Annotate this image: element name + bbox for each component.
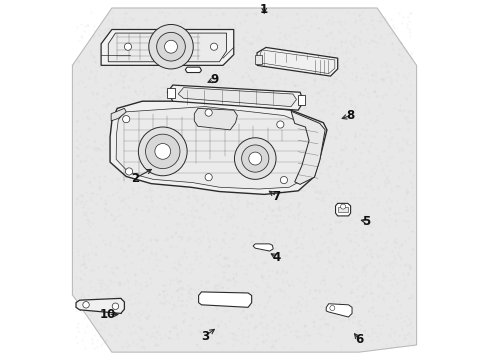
Circle shape — [112, 303, 119, 310]
Circle shape — [204, 109, 212, 116]
Polygon shape — [178, 87, 296, 107]
Circle shape — [241, 145, 268, 172]
Circle shape — [82, 302, 89, 308]
Circle shape — [125, 168, 132, 175]
Circle shape — [204, 174, 212, 181]
Circle shape — [276, 121, 284, 128]
Circle shape — [148, 24, 193, 69]
Polygon shape — [72, 8, 416, 352]
Text: 1: 1 — [260, 3, 268, 15]
Text: 5: 5 — [362, 215, 370, 228]
Polygon shape — [194, 108, 237, 130]
Circle shape — [329, 306, 334, 311]
Text: 9: 9 — [209, 73, 218, 86]
Text: 10: 10 — [100, 308, 116, 321]
Polygon shape — [198, 292, 251, 307]
Circle shape — [145, 134, 180, 168]
Polygon shape — [108, 33, 226, 62]
Circle shape — [248, 152, 261, 165]
Polygon shape — [185, 67, 201, 72]
Bar — [337, 207, 348, 212]
Polygon shape — [111, 108, 126, 121]
Circle shape — [164, 40, 177, 53]
Circle shape — [138, 127, 187, 176]
Circle shape — [280, 176, 287, 184]
Circle shape — [210, 43, 217, 50]
Bar — [298, 95, 304, 105]
Bar — [255, 55, 261, 64]
Polygon shape — [116, 107, 317, 189]
Polygon shape — [253, 244, 273, 251]
Circle shape — [155, 144, 170, 159]
Text: 2: 2 — [131, 172, 139, 185]
Circle shape — [122, 116, 129, 123]
Polygon shape — [110, 101, 326, 194]
Circle shape — [234, 138, 276, 179]
Polygon shape — [325, 304, 351, 317]
Circle shape — [124, 43, 131, 50]
Polygon shape — [257, 48, 337, 76]
Text: 7: 7 — [272, 190, 280, 203]
Circle shape — [340, 204, 345, 209]
Text: 6: 6 — [354, 333, 363, 346]
Polygon shape — [290, 111, 325, 184]
Polygon shape — [101, 30, 233, 66]
Text: 3: 3 — [201, 329, 209, 342]
Polygon shape — [167, 85, 303, 110]
Polygon shape — [76, 298, 124, 314]
Circle shape — [156, 32, 185, 61]
Text: 8: 8 — [346, 109, 354, 122]
Bar — [166, 88, 174, 98]
Text: 4: 4 — [272, 251, 280, 264]
Polygon shape — [335, 203, 350, 216]
